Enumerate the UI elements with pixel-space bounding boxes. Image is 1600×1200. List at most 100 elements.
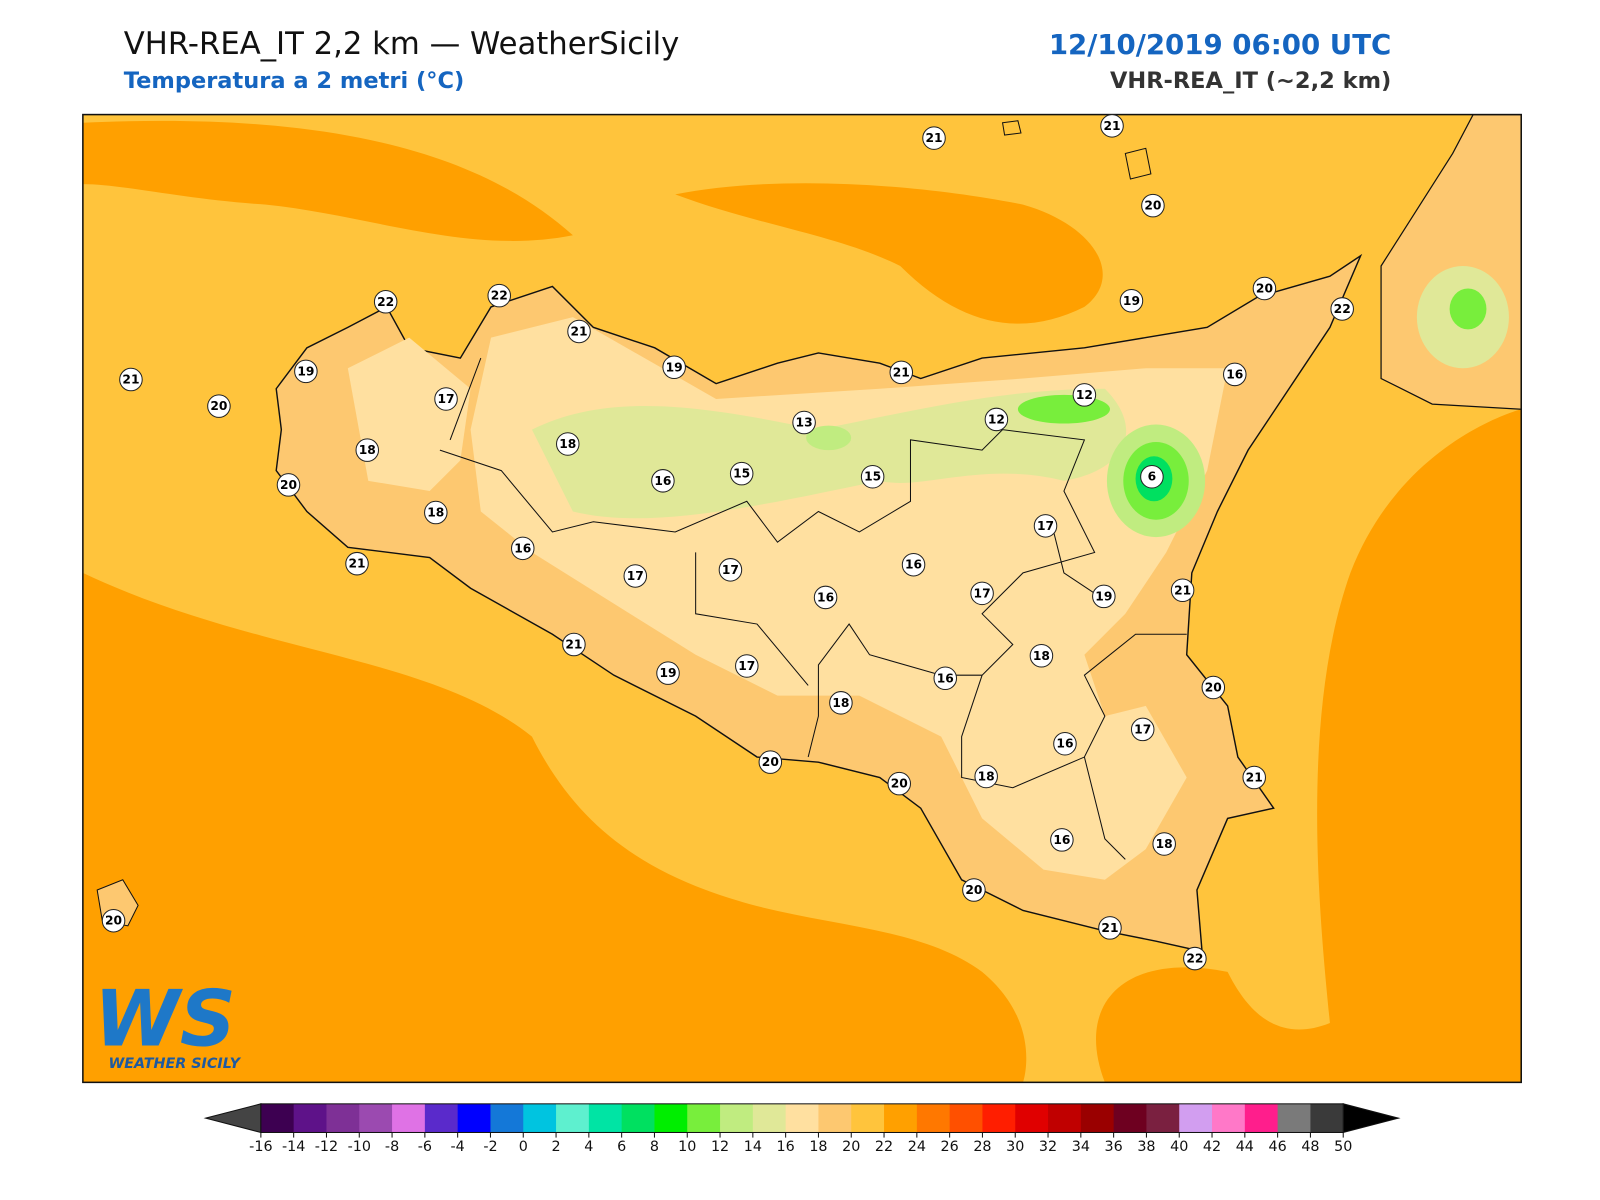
station-marker [718, 558, 743, 582]
station-marker [1170, 578, 1195, 603]
station-value: 20 [965, 883, 982, 897]
station-value: 21 [122, 373, 139, 387]
colorbar-segment [1277, 1103, 1311, 1133]
station-marker [1072, 383, 1097, 407]
station-value: 18 [978, 769, 995, 783]
station-marker [970, 581, 994, 606]
station: 16 [1050, 828, 1074, 852]
station-marker [1140, 464, 1164, 489]
station: 17 [718, 558, 743, 582]
station: 16 [901, 552, 926, 577]
station-value: 16 [1053, 833, 1070, 847]
station: 21 [889, 360, 914, 385]
colorbar-tick-label: -2 [483, 1139, 497, 1155]
colorbar-segment [392, 1103, 426, 1133]
station-value: 20 [1205, 680, 1222, 694]
colorbar-segment [752, 1103, 787, 1133]
colorbar-segment [1048, 1103, 1082, 1133]
station: 22 [487, 283, 511, 308]
colorbar-tick-label: 22 [875, 1139, 893, 1155]
station-value: 18 [559, 437, 576, 451]
colorbar-tick-label: 36 [1105, 1139, 1123, 1155]
colorbar-segment [1015, 1103, 1049, 1133]
colorbar-tick-label: -14 [282, 1139, 305, 1155]
station-value: 16 [514, 541, 531, 555]
station: 21 [922, 126, 946, 150]
station-value: 20 [1256, 281, 1273, 295]
station-marker [562, 632, 586, 657]
station-value: 16 [654, 474, 671, 488]
colorbar-tick-label: 38 [1137, 1139, 1155, 1155]
station-value: 17 [1037, 519, 1054, 533]
colorbar-tick-label: -4 [451, 1139, 465, 1155]
colorbar-tick-label: 50 [1334, 1139, 1352, 1155]
station-marker [1252, 276, 1277, 301]
station-value: 17 [1134, 722, 1151, 736]
station-value: 13 [796, 416, 813, 430]
colorbar-segment [556, 1103, 590, 1133]
station-marker [729, 461, 754, 486]
station-value: 19 [1095, 589, 1112, 603]
colorbar-tick-label: 20 [842, 1139, 860, 1155]
station: 20 [962, 878, 986, 902]
logo-text: WEATHER SICILY [108, 1056, 241, 1072]
station-value: 22 [1186, 952, 1203, 966]
island [1001, 120, 1152, 180]
colorbar: -16 -14 -12 -10 -8 -6 -4 -2 0 2 4 6 8 10 12 14 16 18 20 22 2… [249, 1103, 1352, 1155]
station-value: 12 [1076, 388, 1093, 402]
station-marker [984, 407, 1009, 432]
nebrodi-cold [1017, 394, 1110, 424]
station: 17 [623, 564, 648, 588]
station-value: 16 [1226, 367, 1243, 381]
station: 6 [1140, 464, 1164, 489]
station-marker [434, 387, 458, 411]
station-marker [662, 355, 686, 380]
station-value: 17 [627, 569, 644, 583]
station-value: 22 [1334, 302, 1351, 316]
colorbar-tick-label: 46 [1269, 1139, 1287, 1155]
colorbar-tick-label: 28 [973, 1139, 991, 1155]
colorbar-segment [359, 1103, 393, 1133]
station-marker [1033, 514, 1058, 538]
station-marker [1029, 643, 1054, 668]
colorbar-tick-label: 8 [650, 1139, 659, 1155]
colorbar-segment [720, 1103, 754, 1133]
station-value: 17 [738, 659, 755, 673]
station: 21 [1100, 114, 1124, 138]
station: 20 [207, 394, 231, 418]
colorbar-tick-label: 32 [1039, 1139, 1057, 1155]
colorbar-tick-label: 24 [908, 1139, 926, 1155]
station: 17 [970, 581, 994, 606]
station: 20 [1252, 276, 1277, 301]
station: 18 [974, 764, 998, 789]
warm-sea [675, 183, 1103, 324]
station-value: 17 [974, 586, 991, 600]
colorbar-tick-label: 10 [678, 1139, 696, 1155]
station: 20 [758, 750, 783, 774]
station-marker [1201, 675, 1226, 700]
station-value: 21 [570, 324, 587, 338]
station-marker [813, 585, 838, 610]
station-marker [656, 661, 680, 685]
logo-mark: WS [94, 975, 236, 1065]
colorbar-segment [949, 1103, 983, 1133]
station-value: 20 [105, 914, 122, 928]
station: 16 [933, 666, 958, 691]
station-marker [1141, 193, 1165, 218]
title: VHR-REA_IT 2,2 km — WeatherSicily [124, 27, 680, 62]
station-value: 21 [1101, 921, 1118, 935]
station-value: 18 [832, 696, 849, 710]
station-marker [1130, 717, 1155, 742]
station-marker [1183, 946, 1207, 971]
station: 12 [1072, 383, 1097, 407]
colorbar-segment [687, 1103, 721, 1133]
station-marker [556, 432, 580, 456]
station-value: 6 [1148, 470, 1157, 484]
colorbar-segment [1212, 1103, 1246, 1133]
station: 22 [1183, 946, 1207, 971]
station: 16 [1223, 362, 1247, 387]
map-frame [82, 113, 1522, 1084]
cool-zone [531, 388, 1127, 519]
station-marker [933, 666, 958, 691]
